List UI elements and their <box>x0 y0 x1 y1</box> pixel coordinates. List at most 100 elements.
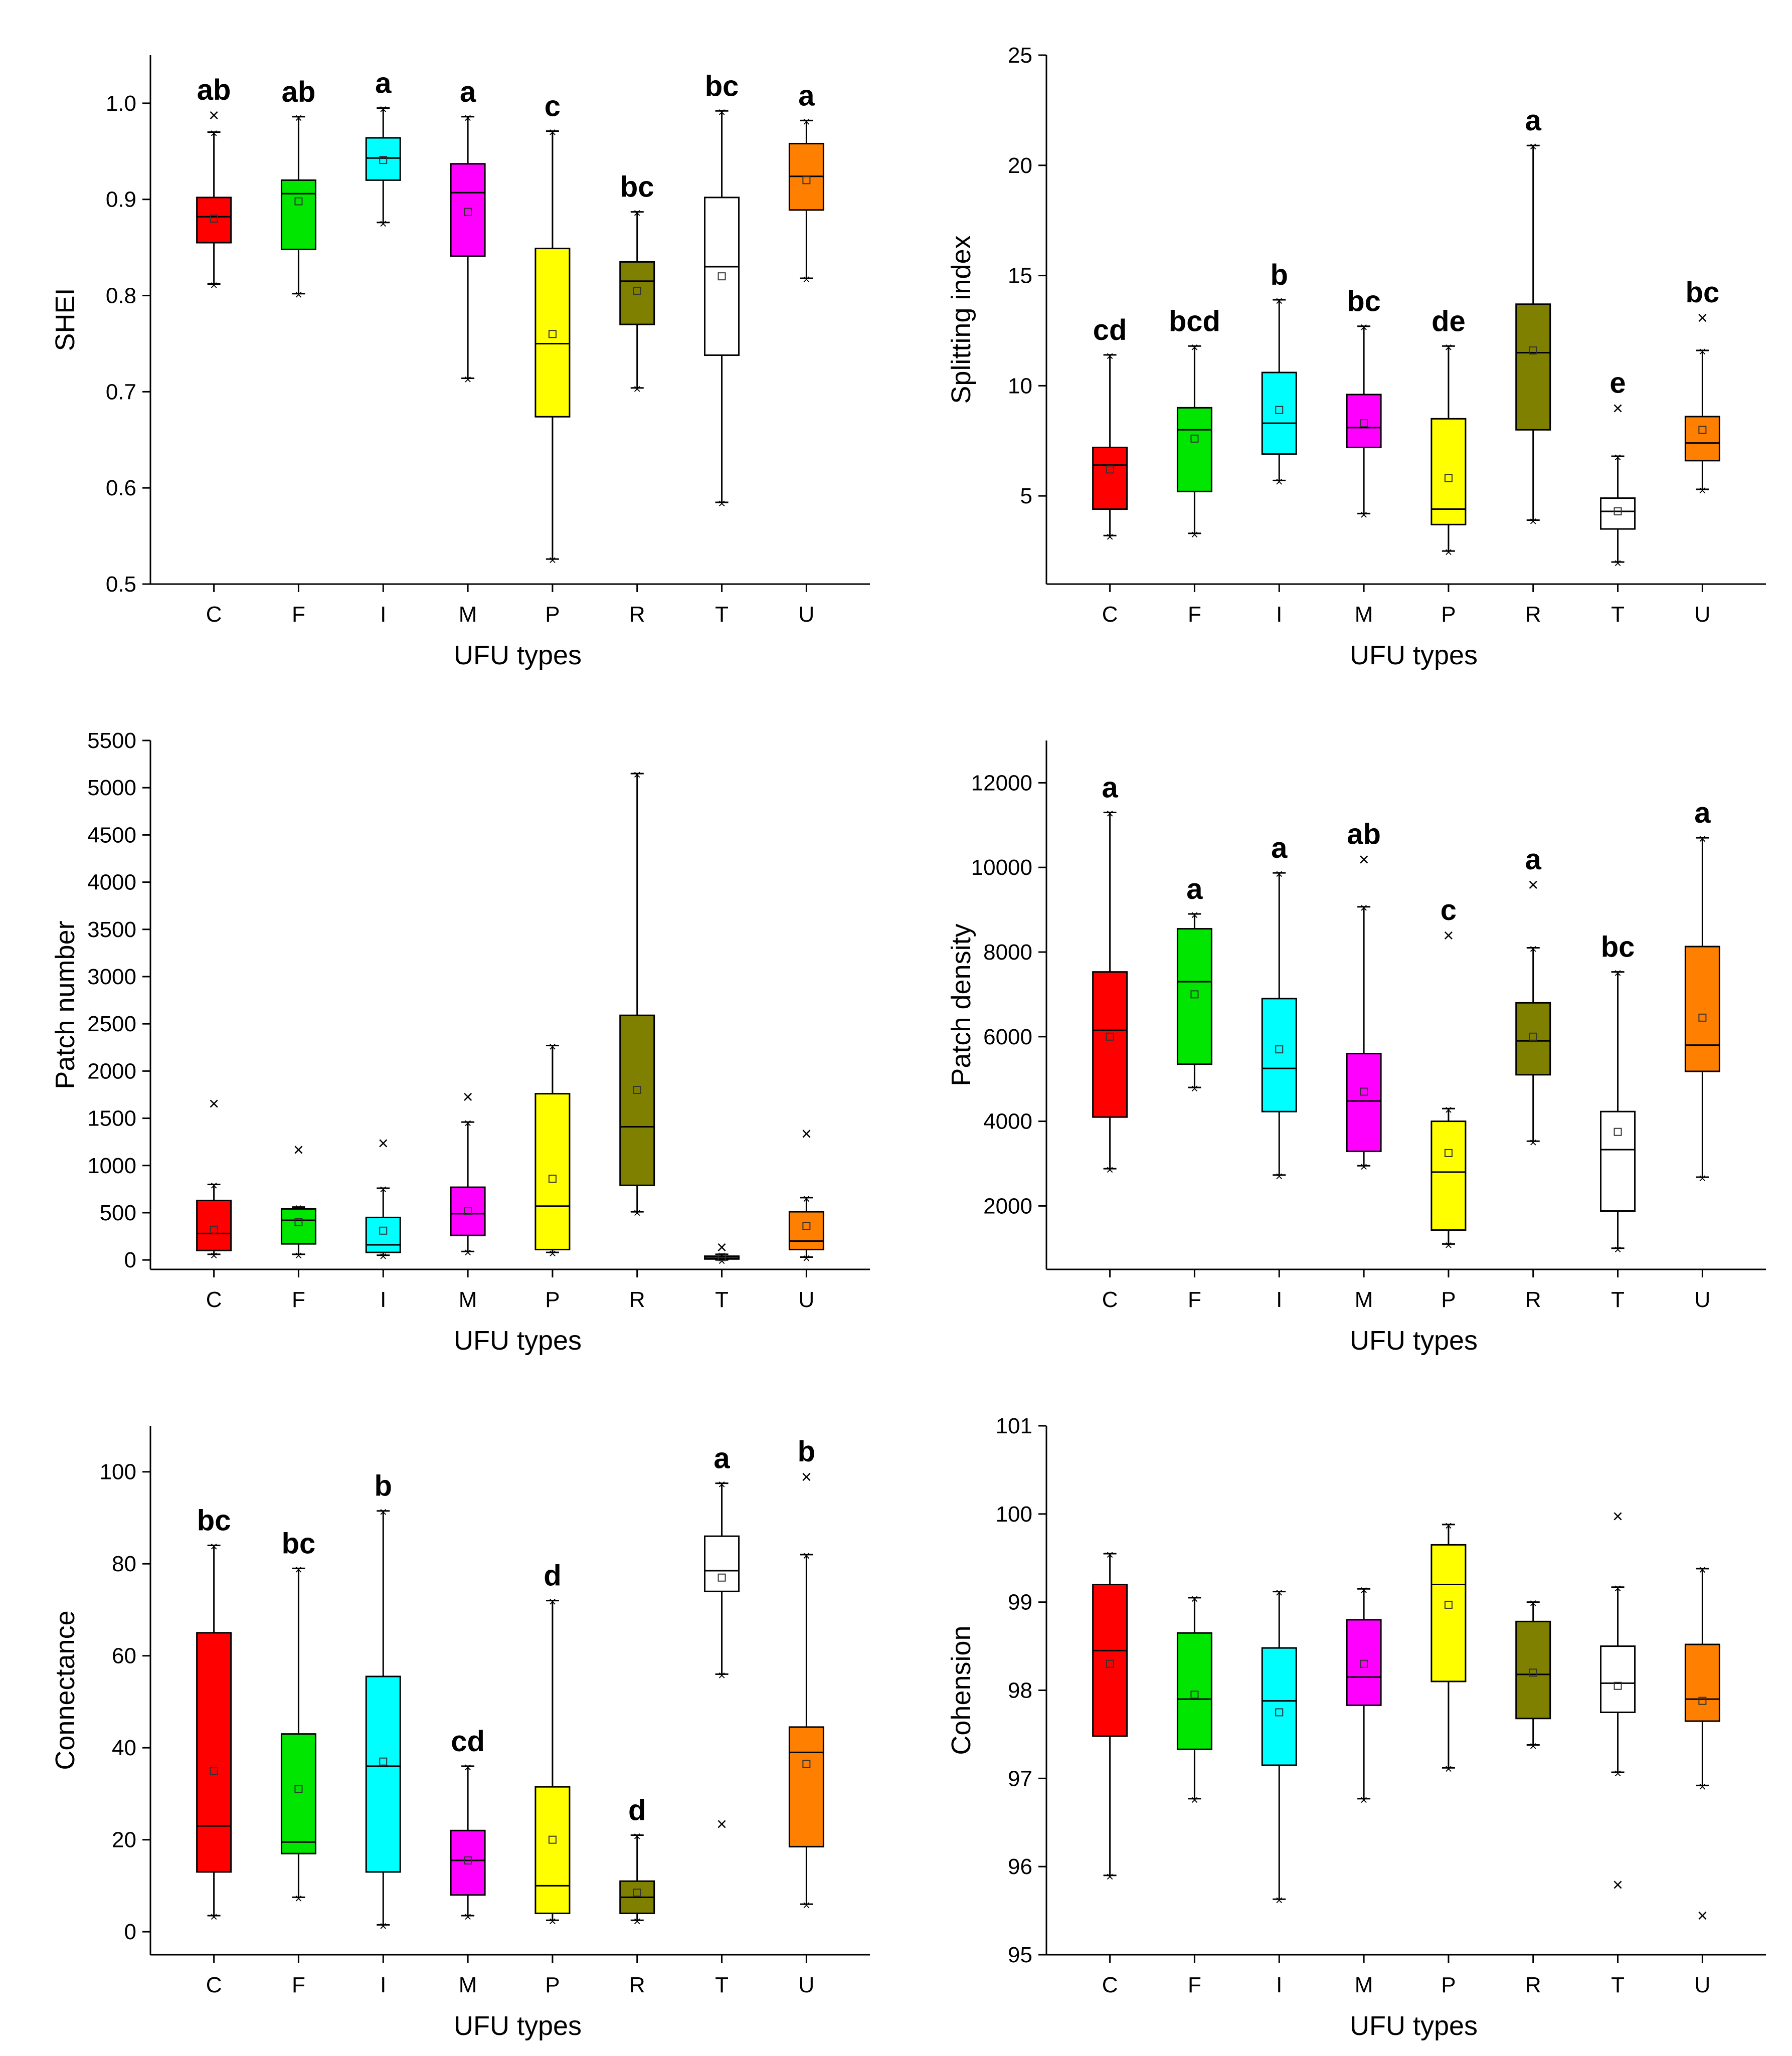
x-tick-label: C <box>206 1973 222 1997</box>
extreme-marker: × <box>549 1914 556 1929</box>
box-R <box>619 1014 655 1186</box>
extreme-marker: × <box>803 114 810 129</box>
x-tick-label: C <box>1102 1287 1118 1312</box>
box-U <box>1684 946 1720 1072</box>
box-M <box>450 1186 486 1236</box>
extreme-marker: × <box>1276 866 1283 881</box>
mean-marker <box>1444 1149 1453 1157</box>
x-tick-label: R <box>629 1973 645 1997</box>
x-tick-label: U <box>798 1287 814 1312</box>
extreme-marker: × <box>1699 831 1706 846</box>
box-R <box>1515 1620 1551 1720</box>
x-tick-label: F <box>292 1287 305 1312</box>
y-tick-label: 98 <box>1008 1678 1032 1703</box>
mean-marker <box>464 208 472 216</box>
mean-marker <box>210 215 218 223</box>
extreme-marker: × <box>210 1909 218 1924</box>
extreme-marker: × <box>1276 1169 1283 1184</box>
extreme-marker: × <box>549 125 556 140</box>
splitting-chart: 5 10 15 20 25 UFU types Splitting index C × × cd F ×… <box>946 43 1766 670</box>
y-tick-label: 500 <box>100 1201 136 1225</box>
box-C <box>196 197 232 244</box>
mean-marker <box>1444 1600 1453 1609</box>
mean-marker <box>1275 1708 1284 1717</box>
outlier-marker: × <box>716 1814 727 1834</box>
extreme-marker: × <box>464 1909 471 1924</box>
y-tick-label: 0.7 <box>106 380 136 404</box>
significance-letter: a <box>1525 104 1542 137</box>
y-tick-label: 0 <box>124 1248 136 1272</box>
x-tick-label: C <box>1102 1973 1118 1997</box>
extreme-marker: × <box>1360 900 1367 915</box>
x-tick-label: R <box>1525 602 1541 627</box>
mean-marker <box>633 1086 641 1094</box>
extreme-marker: × <box>295 1562 302 1577</box>
mean-marker <box>1190 990 1199 999</box>
extreme-marker: × <box>1529 1135 1537 1150</box>
x-tick-label: R <box>629 1287 645 1312</box>
extreme-marker: × <box>380 1918 387 1933</box>
y-tick-label: 97 <box>1008 1766 1032 1791</box>
y-tick-label: 25 <box>1008 43 1032 68</box>
x-tick-label: C <box>1102 602 1118 627</box>
extreme-marker: × <box>464 110 471 125</box>
extreme-marker: × <box>1699 483 1706 498</box>
extreme-marker: × <box>1106 529 1114 544</box>
x-tick-label: U <box>798 602 814 627</box>
mean-marker <box>633 1889 641 1897</box>
extreme-marker: × <box>1529 139 1537 154</box>
significance-letter: ab <box>282 76 316 108</box>
mean-marker <box>718 1253 726 1261</box>
y-tick-label: 99 <box>1008 1590 1032 1615</box>
box-C <box>1092 446 1128 510</box>
splitting-index-boxplot-panel: 5 10 15 20 25 UFU types Splitting index C × × cd F ×… <box>896 0 1792 685</box>
extreme-marker: × <box>1360 507 1367 522</box>
x-tick-label: U <box>1694 602 1710 627</box>
y-tick-label: 1.0 <box>106 91 136 116</box>
significance-letter: a <box>1525 843 1542 876</box>
extreme-marker: × <box>464 372 471 387</box>
extreme-marker: × <box>549 552 556 568</box>
outlier-marker: × <box>1697 307 1708 328</box>
extreme-marker: × <box>1276 474 1283 489</box>
y-tick-label: 2000 <box>983 1194 1032 1218</box>
y-tick-label: 95 <box>1008 1943 1032 1967</box>
outlier-marker: × <box>293 1140 304 1160</box>
extreme-marker: × <box>380 1182 387 1197</box>
significance-letter: bc <box>282 1527 316 1560</box>
y-tick-label: 10 <box>1008 373 1032 398</box>
extreme-marker: × <box>1445 1761 1452 1776</box>
mean-marker <box>1106 1659 1114 1668</box>
x-tick-label: C <box>206 602 222 627</box>
significance-letter: bc <box>620 171 654 204</box>
y-tick-label: 2500 <box>87 1012 136 1036</box>
x-tick-label: P <box>545 1973 560 1997</box>
extreme-marker: × <box>1445 544 1452 559</box>
extreme-marker: × <box>1106 1162 1114 1177</box>
extreme-marker: × <box>1699 1779 1706 1794</box>
box-M <box>1346 394 1382 448</box>
box-C <box>196 1199 232 1251</box>
extreme-marker: × <box>1445 1518 1452 1533</box>
y-tick-label: 5500 <box>87 728 136 753</box>
extreme-marker: × <box>633 206 641 221</box>
patch-number-boxplot-panel: 0 500 1000 1500 2000 2500 3000 3500 4000 4500 5000… <box>0 685 896 1371</box>
box-M <box>1346 1619 1382 1706</box>
significance-letter: d <box>544 1560 561 1592</box>
extreme-marker: × <box>803 1251 810 1266</box>
shei-boxplot-panel: 0.5 0.6 0.7 0.8 0.9 1.0 UFU types SHEI C × × × ab F × ×… <box>0 0 896 685</box>
x-axis-title: UFU types <box>1350 640 1478 670</box>
mean-marker <box>1275 406 1284 414</box>
extreme-marker: × <box>803 272 810 287</box>
y-tick-label: 4500 <box>87 823 136 847</box>
connectance-chart: 0 20 40 60 80 100 UFU types Connectance C × × bc F × ×… <box>50 1426 870 2041</box>
x-tick-label: F <box>1188 602 1201 627</box>
mean-marker <box>802 1760 811 1768</box>
box-I <box>365 1216 401 1253</box>
extreme-marker: × <box>1360 1792 1367 1807</box>
x-tick-label: T <box>715 1973 729 1997</box>
significance-letter: b <box>798 1435 815 1468</box>
x-tick-label: I <box>1276 1973 1282 1997</box>
extreme-marker: × <box>1614 555 1622 571</box>
extreme-marker: × <box>1276 1585 1283 1600</box>
